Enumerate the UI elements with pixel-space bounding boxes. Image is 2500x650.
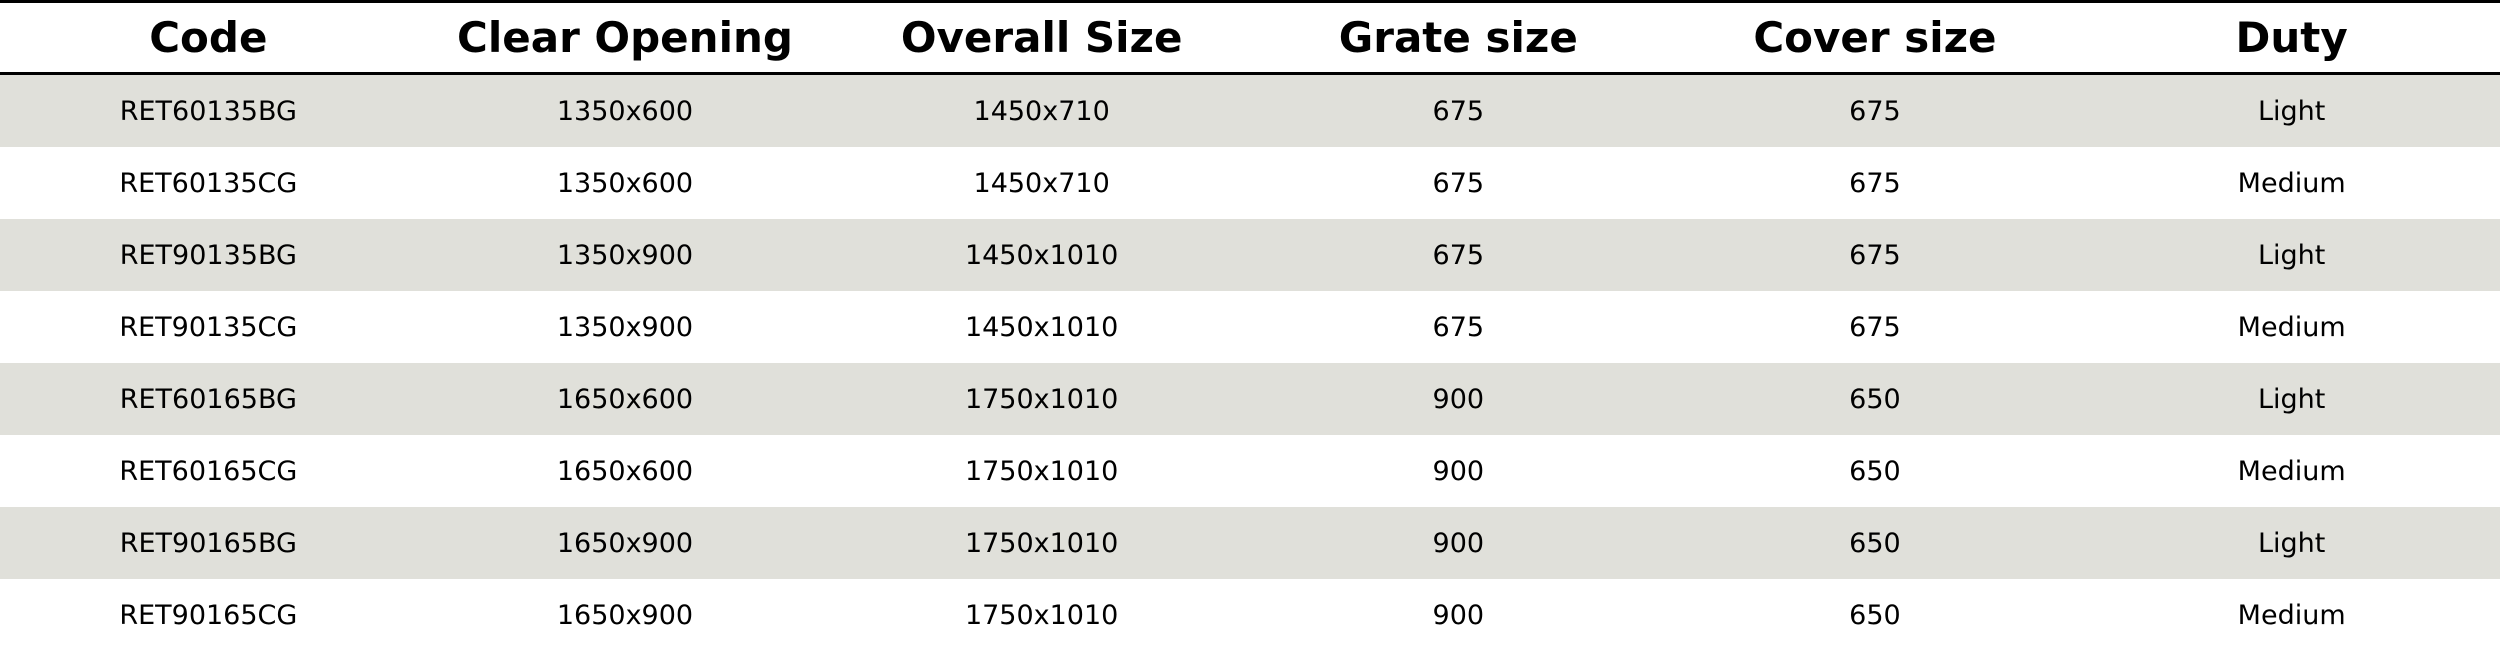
table-cell: 675 [1249, 73, 1667, 147]
header-row: Code Clear Opening Overall Size Grate size C… [0, 1, 2500, 75]
table-cell: 675 [1849, 167, 1901, 199]
table-cell: Light [2083, 73, 2500, 147]
header-cell: Code [0, 1, 417, 75]
table-cell: RET60135CG [119, 167, 298, 199]
table-cell: RET60135BG [0, 73, 417, 147]
table-cell: Light [2083, 507, 2500, 579]
header-cell: Clear Opening [416, 1, 834, 75]
table-row: RET90165CG 1650x900 1750x1010 900 650 Medium [0, 579, 2500, 650]
table-cell: 900 [1249, 363, 1667, 435]
table-row: RET60165BG 1650x600 1750x1010 900 650 Light [0, 363, 2500, 435]
header-cell: Duty [2083, 1, 2500, 75]
table-cell: RET90165CG [119, 599, 298, 631]
table-cell: RET90135BG [0, 219, 417, 291]
table-cell: 1350x600 [416, 73, 834, 147]
table-cell: 675 [1432, 167, 1485, 199]
table-cell: 1450x1010 [964, 311, 1119, 343]
table-cell: Medium [2237, 455, 2346, 487]
table-cell: Medium [2237, 167, 2346, 199]
table-cell: 900 [1432, 599, 1485, 631]
table-cell: 1450x710 [833, 73, 1250, 147]
table-cell: 1650x900 [416, 507, 834, 579]
table-row: RET90165BG 1650x900 1750x1010 900 650 Light [0, 507, 2500, 579]
table-cell: 650 [1666, 363, 2084, 435]
table-cell: Light [2083, 363, 2500, 435]
table-cell: RET60165CG [119, 455, 298, 487]
table-cell: RET60165BG [0, 363, 417, 435]
table-cell: RET90135CG [119, 311, 298, 343]
table-cell: 1650x600 [416, 363, 834, 435]
table-row: RET60135CG 1350x600 1450x710 675 675 Medium [0, 147, 2500, 219]
table-cell: 1750x1010 [833, 363, 1250, 435]
table-cell: 1350x900 [556, 311, 694, 343]
table-cell: Light [2083, 219, 2500, 291]
header-cell: Cover size [1666, 1, 2084, 75]
table-cell: 675 [1249, 219, 1667, 291]
table-cell: 1650x600 [556, 455, 694, 487]
table-cell: 675 [1666, 219, 2084, 291]
table-cell: 1750x1010 [833, 507, 1250, 579]
table-cell: 900 [1249, 507, 1667, 579]
table-body: RET60135BG 1350x600 1450x710 675 675 Light RET… [0, 73, 2500, 650]
header-cell: Grate size [1249, 1, 1667, 75]
table-cell: 1750x1010 [964, 455, 1119, 487]
table-row: RET60165CG 1650x600 1750x1010 900 650 Medium [0, 435, 2500, 507]
table-cell: RET90165BG [0, 507, 417, 579]
table-cell: 650 [1666, 507, 2084, 579]
table-cell: 675 [1849, 311, 1901, 343]
table-cell: 675 [1666, 73, 2084, 147]
table-row: RET90135BG 1350x900 1450x1010 675 675 Light [0, 219, 2500, 291]
header-cell: Overall Size [833, 1, 1250, 75]
table-cell: 1350x600 [556, 167, 694, 199]
table-cell: 650 [1849, 455, 1901, 487]
table-cell: 1450x1010 [833, 219, 1250, 291]
table-cell: 900 [1432, 455, 1485, 487]
table-row: RET90135CG 1350x900 1450x1010 675 675 Medium [0, 291, 2500, 363]
table-cell: 650 [1849, 599, 1901, 631]
table-row: RET60135BG 1350x600 1450x710 675 675 Light [0, 73, 2500, 147]
table-cell: 1350x900 [416, 219, 834, 291]
table-cell: Medium [2237, 311, 2346, 343]
table-cell: 1650x900 [556, 599, 694, 631]
table-cell: 1750x1010 [964, 599, 1119, 631]
table-cell: 1450x710 [973, 167, 1110, 199]
table-cell: Medium [2237, 599, 2346, 631]
table-cell: 675 [1432, 311, 1485, 343]
